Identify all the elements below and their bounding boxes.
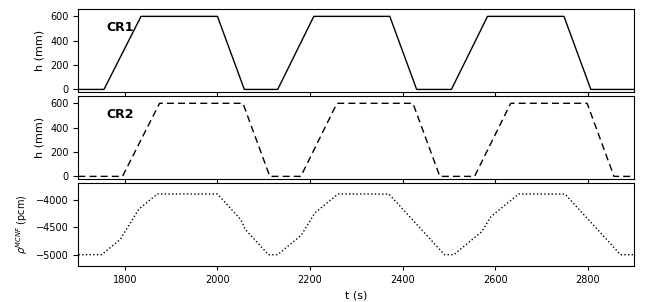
X-axis label: t (s): t (s) [345,290,368,300]
Y-axis label: h (mm): h (mm) [35,30,44,71]
Y-axis label: h (mm): h (mm) [35,117,44,158]
Text: CR1: CR1 [106,21,134,34]
Text: CR2: CR2 [106,108,134,121]
Y-axis label: $\rho^{MCNF}$ (pcm): $\rho^{MCNF}$ (pcm) [14,194,31,254]
